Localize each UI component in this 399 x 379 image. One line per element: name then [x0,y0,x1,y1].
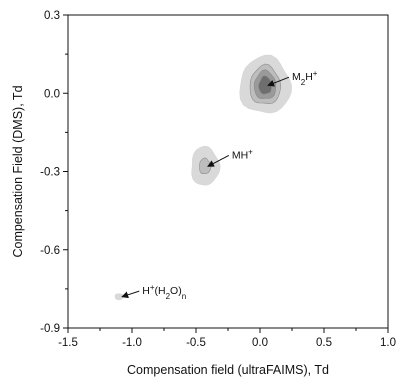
x-tick-label: 0.0 [252,337,268,349]
annotation-label: H+(H2O)n [142,283,186,301]
x-tick-label: -1.0 [122,337,142,349]
annotation-label-sub2: n [182,292,186,301]
x-tick-label: 0.5 [316,337,332,349]
x-axis: -1.5 -1.0 -0.5 0.0 0.5 1.0 [58,328,396,349]
y-tick-label: -0.6 [40,245,60,257]
annotation-label-sup: + [313,69,318,78]
x-axis-label: Compensation field (ultraFAIMS), Td [127,363,329,377]
annotation-arrow [267,76,290,87]
y-tick-label: 0.0 [44,88,60,100]
y-tick-label: -0.9 [40,323,60,335]
annotation-label: MH+ [232,147,253,162]
annotation-arrow [121,290,140,299]
annotation-label-tail: O) [170,285,182,297]
annotation-label-main: M [292,71,301,83]
annotation-label-main: MH [232,149,248,161]
annotations: M2H+MH+H+(H2O)n [121,69,318,301]
y-tick-label: -0.3 [40,167,60,179]
annotation-label-rest: H [305,71,313,83]
y-axis-label: Compensation Field (DMS), Td [11,85,25,257]
x-tick-label: 1.0 [380,337,396,349]
annotation-arrow [207,155,230,167]
annotation-label-sup: + [150,283,155,292]
x-tick-label: -1.5 [58,337,78,349]
annotation-label-main: H [142,285,150,297]
plot-frame [67,14,389,329]
y-tick-label: 0.3 [44,10,60,22]
annotation-label-rest: (H [155,285,166,297]
annotation-label-sup: + [248,147,253,156]
annotation-label: M2H+ [292,69,318,87]
y-axis: -0.9 -0.6 -0.3 0.0 0.3 [40,10,68,335]
annotation-label-sub: 2 [301,78,306,87]
x-tick-label: -0.5 [186,337,206,349]
contour-regions [114,54,292,301]
annotation-label-sub: 2 [166,292,171,301]
